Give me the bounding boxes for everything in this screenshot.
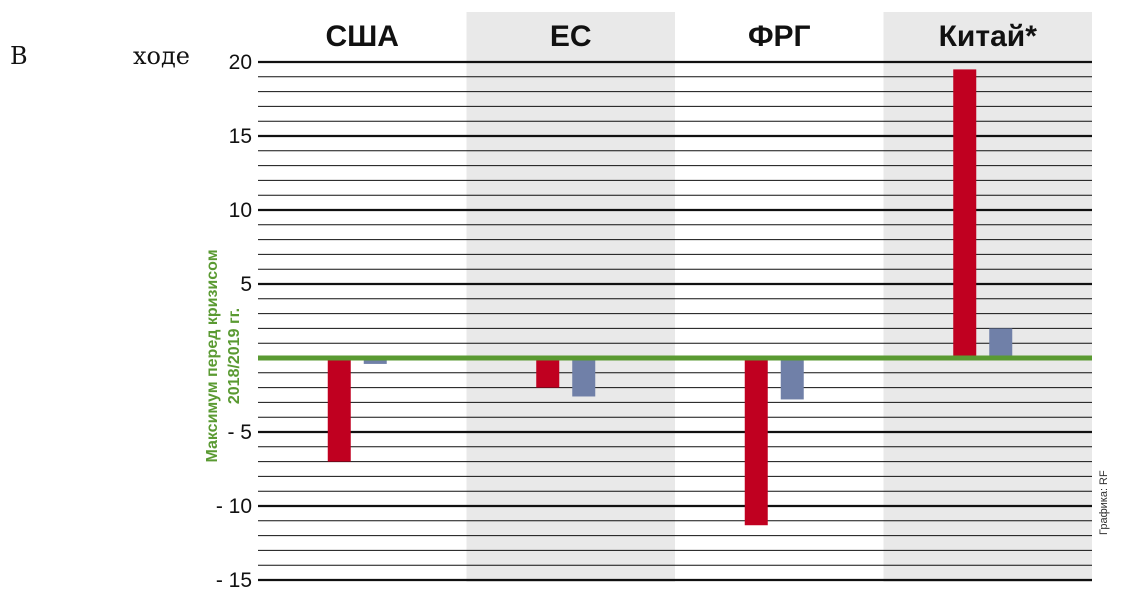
bar-blue bbox=[781, 358, 804, 399]
category-title: ЕС bbox=[550, 20, 592, 53]
bar-red bbox=[953, 69, 976, 358]
y-tick-label: 10 bbox=[229, 199, 252, 222]
y-tick-label: 20 bbox=[229, 51, 252, 74]
category-shade-3 bbox=[884, 12, 1093, 582]
y-tick-label: - 10 bbox=[216, 495, 252, 518]
category-title: ФРГ bbox=[748, 20, 811, 53]
baseline-label-line: Максимум перед кризисом bbox=[204, 249, 221, 462]
baseline-label-line: 2018/2019 гг. bbox=[226, 308, 243, 404]
category-title: Китай* bbox=[939, 20, 1038, 53]
y-tick-label: - 15 bbox=[216, 569, 252, 592]
bar-red bbox=[328, 358, 351, 462]
bar-red bbox=[536, 358, 559, 388]
category-title: США bbox=[326, 20, 399, 53]
y-tick-label: 5 bbox=[240, 273, 252, 296]
graphics-credit: Графика: RF bbox=[1098, 470, 1110, 535]
bar-blue bbox=[572, 358, 595, 396]
y-tick-label: 15 bbox=[229, 125, 252, 148]
category-shade-1 bbox=[467, 12, 676, 582]
bar-blue bbox=[989, 328, 1012, 358]
bar-red bbox=[745, 358, 768, 525]
y-tick-label: - 5 bbox=[227, 421, 252, 444]
